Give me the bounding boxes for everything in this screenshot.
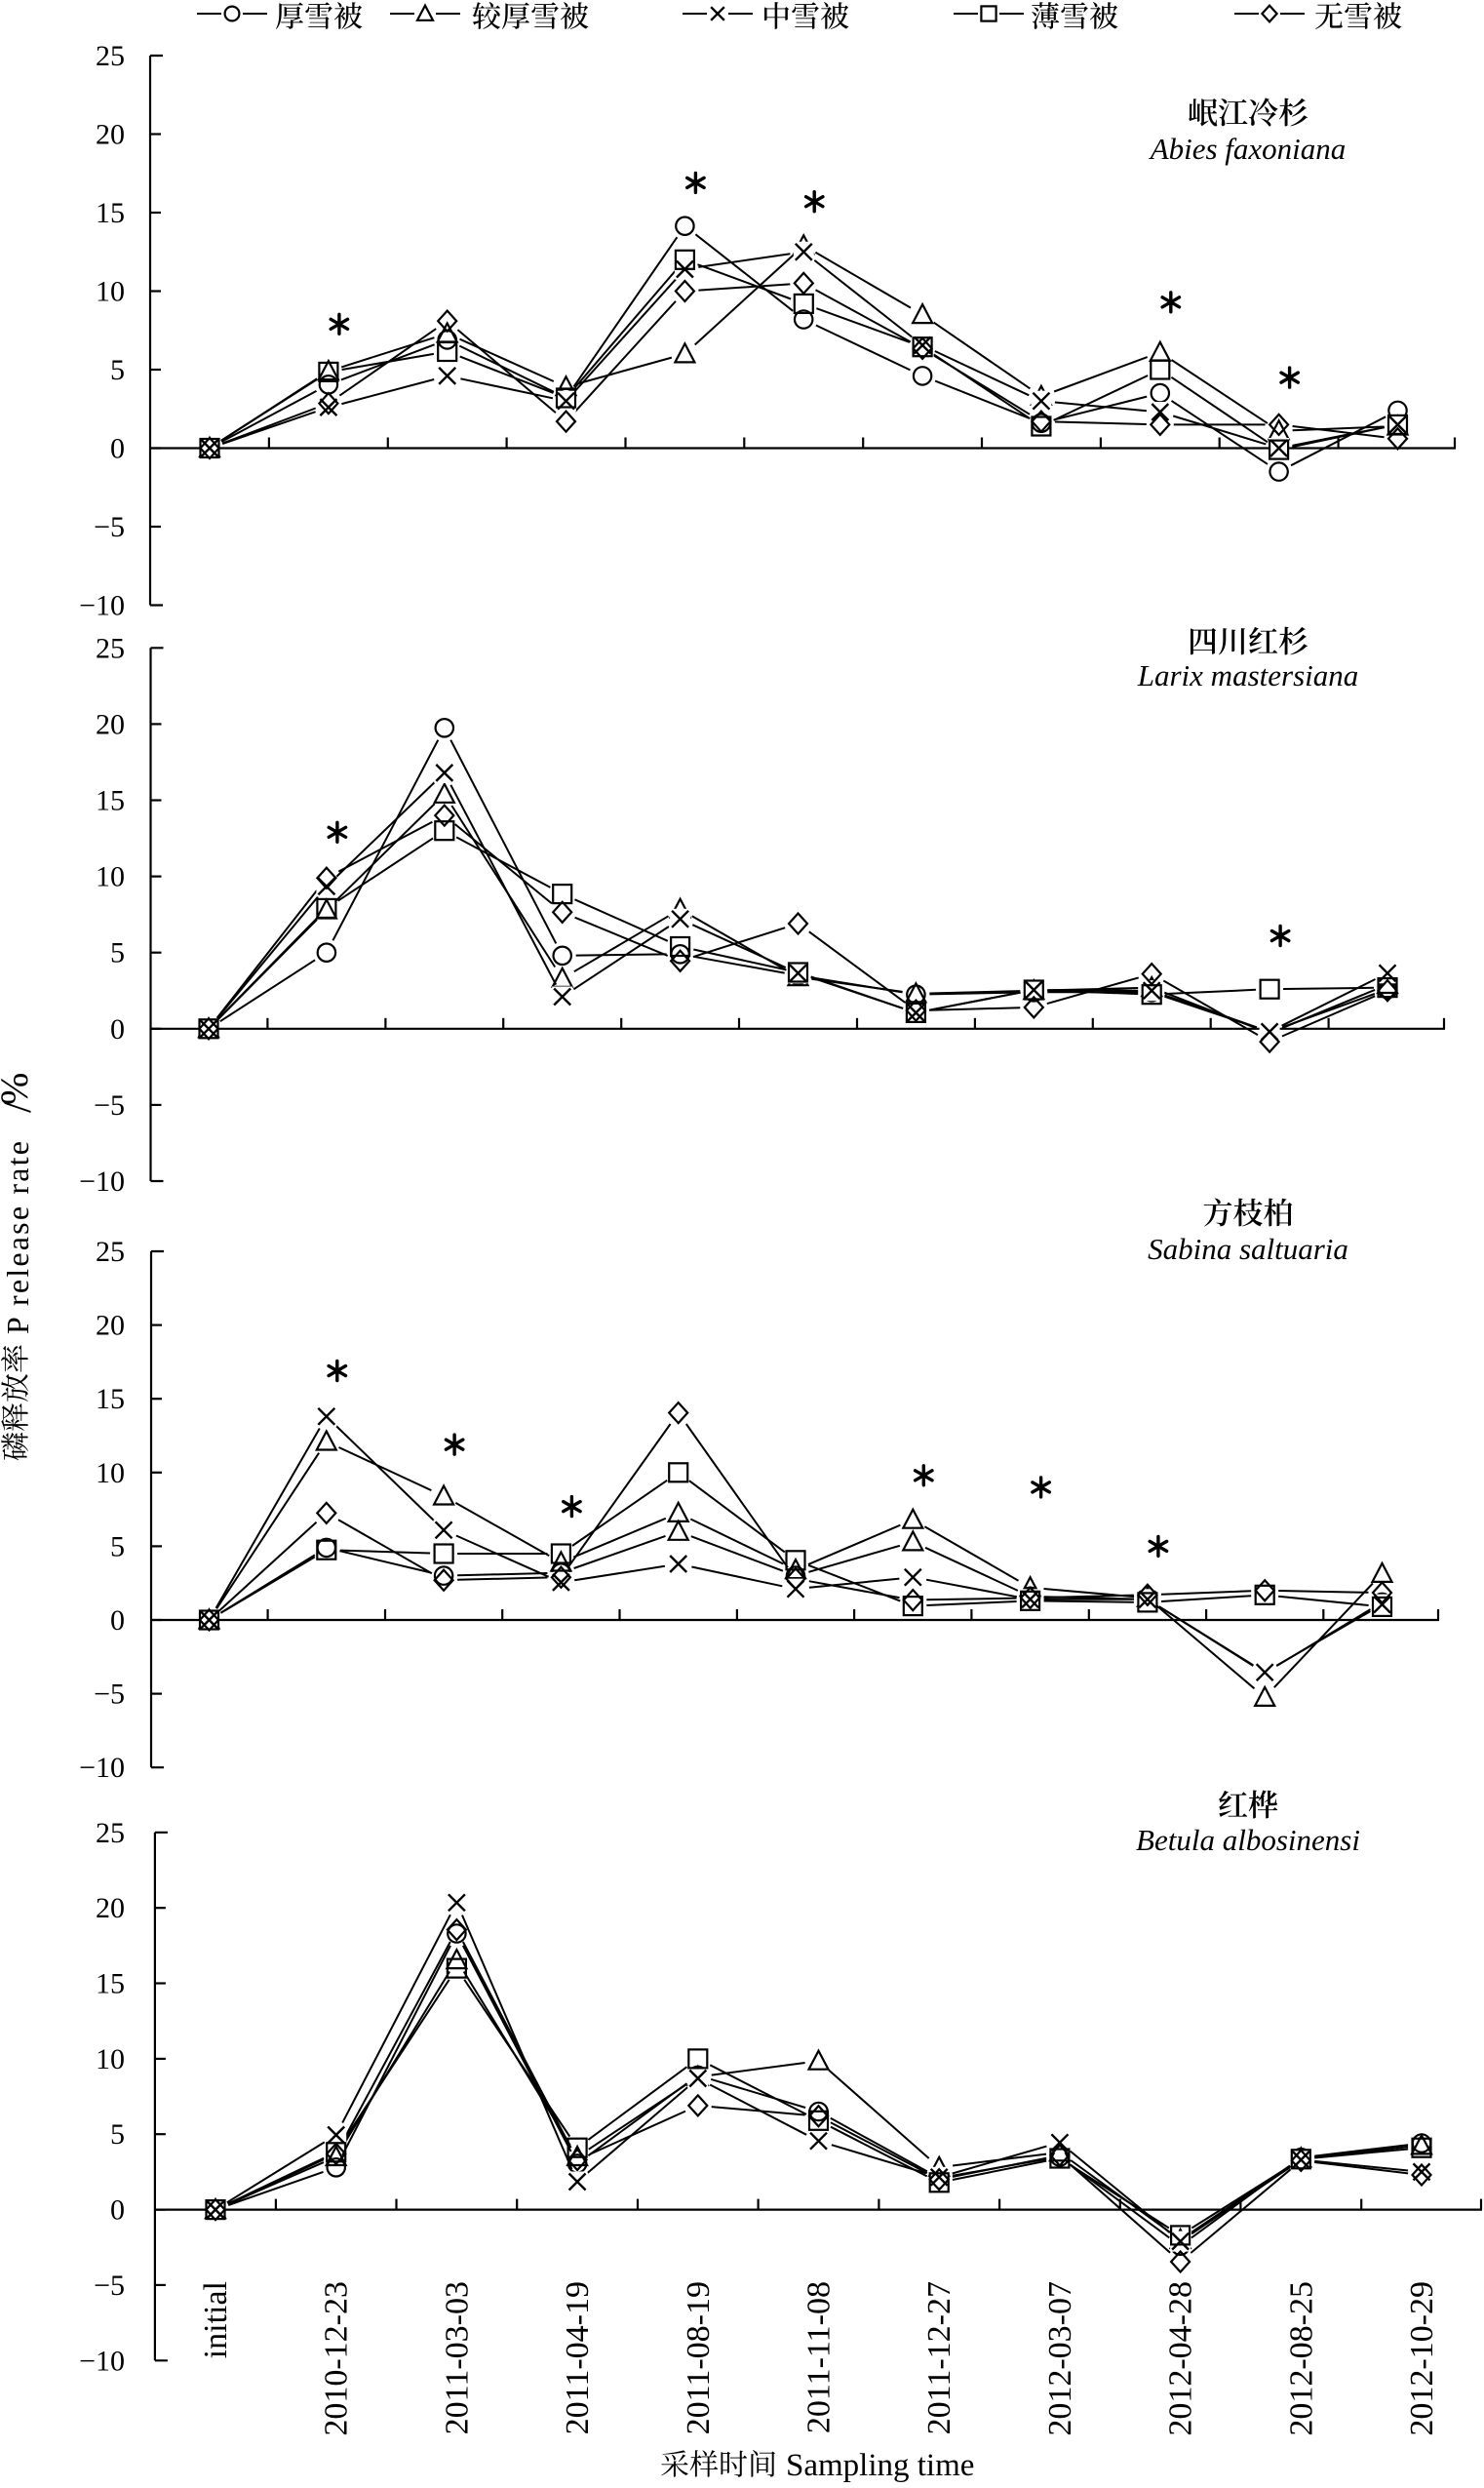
svg-text:0: 0: [110, 433, 125, 465]
svg-text:−5: −5: [94, 1678, 125, 1711]
svg-text:initial: initial: [198, 2281, 234, 2358]
svg-text:15: 15: [96, 785, 125, 817]
svg-text:−10: −10: [79, 1752, 125, 1784]
svg-text:0: 0: [110, 1013, 125, 1046]
svg-text:2012-10-29: 2012-10-29: [1404, 2281, 1440, 2436]
svg-text:25: 25: [96, 1817, 125, 1849]
svg-text:10: 10: [96, 276, 125, 308]
svg-text:−10: −10: [79, 1165, 125, 1198]
svg-text:P release rate: P release rate: [0, 1139, 35, 1334]
svg-text:Sampling time: Sampling time: [786, 2448, 974, 2483]
svg-text:2012-04-28: 2012-04-28: [1163, 2281, 1199, 2436]
svg-text:2010-12-23: 2010-12-23: [319, 2281, 355, 2436]
svg-text:2011-12-27: 2011-12-27: [921, 2281, 957, 2434]
svg-text:Abies faxoniana: Abies faxoniana: [1149, 132, 1347, 166]
svg-text:25: 25: [96, 40, 125, 72]
svg-text:−10: −10: [79, 2345, 125, 2377]
svg-text:−5: −5: [94, 2270, 125, 2302]
svg-text:−5: −5: [94, 511, 125, 543]
svg-text:2011-03-03: 2011-03-03: [439, 2281, 475, 2434]
svg-text:Larix mastersiana: Larix mastersiana: [1137, 658, 1359, 692]
svg-text:10: 10: [96, 2043, 125, 2075]
svg-text:2011-08-19: 2011-08-19: [681, 2281, 717, 2434]
svg-text:15: 15: [96, 197, 125, 229]
svg-text:5: 5: [110, 937, 125, 969]
svg-text:2012-03-07: 2012-03-07: [1042, 2281, 1078, 2436]
svg-text:−5: −5: [94, 1089, 125, 1122]
svg-text:/: /: [0, 1101, 39, 1113]
svg-text:20: 20: [96, 1892, 125, 1924]
svg-text:5: 5: [110, 2118, 125, 2151]
svg-text:10: 10: [96, 861, 125, 893]
svg-text:15: 15: [96, 1968, 125, 2000]
svg-text:Sabina saltuaria: Sabina saltuaria: [1148, 1232, 1348, 1266]
svg-text:5: 5: [110, 354, 125, 386]
svg-text:Betula albosinensi: Betula albosinensi: [1136, 1823, 1360, 1857]
svg-text:0: 0: [110, 2194, 125, 2227]
svg-text:25: 25: [96, 1236, 125, 1268]
svg-text:2012-08-25: 2012-08-25: [1283, 2281, 1319, 2436]
svg-text:10: 10: [96, 1457, 125, 1489]
svg-text:2011-11-08: 2011-11-08: [801, 2281, 838, 2433]
svg-text:15: 15: [96, 1383, 125, 1415]
svg-text:20: 20: [96, 119, 125, 151]
svg-text:0: 0: [110, 1604, 125, 1637]
svg-text:−10: −10: [79, 590, 125, 622]
svg-text:20: 20: [96, 708, 125, 740]
svg-text:2011-04-19: 2011-04-19: [560, 2281, 596, 2434]
svg-text:25: 25: [96, 632, 125, 664]
svg-text:5: 5: [110, 1530, 125, 1562]
svg-text:%: %: [0, 1073, 36, 1105]
svg-text:20: 20: [96, 1310, 125, 1342]
